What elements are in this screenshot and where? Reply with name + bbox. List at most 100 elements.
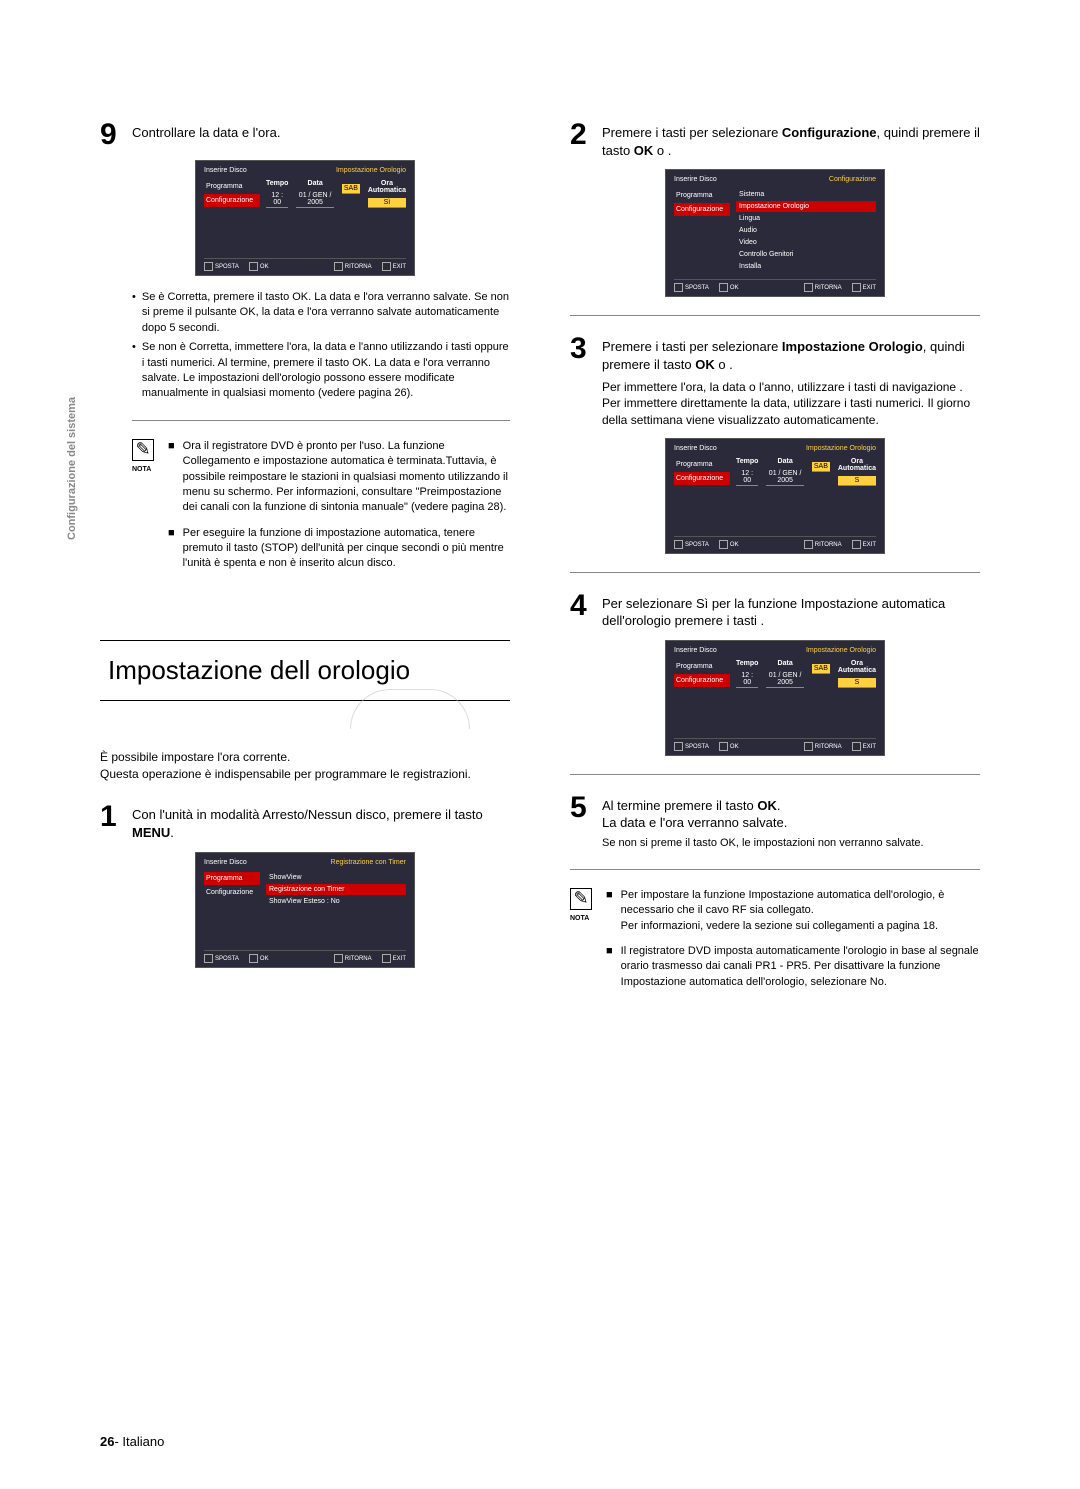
divider	[570, 774, 980, 775]
osd-menu-item: Controllo Genitori	[736, 249, 876, 260]
osd-menu-item: ShowView	[266, 872, 406, 883]
step-number: 9	[100, 120, 124, 150]
osd-footer-btn: EXIT	[852, 742, 876, 751]
osd-col-val: 01 / GEN / 2005	[766, 671, 803, 688]
step-5: 5 Al termine premere il tasto OK. La dat…	[570, 793, 980, 851]
osd-col-val: S	[838, 476, 876, 486]
section-heading-box: Impostazione dell orologio	[100, 622, 510, 719]
disc-decor-icon	[350, 689, 470, 729]
osd-side-item: Configurazione	[204, 194, 260, 207]
osd-footer-btn: SPOSTA	[204, 262, 239, 271]
osd-side-item: Configurazione	[674, 203, 730, 216]
osd-menu-item: ShowView Esteso : No	[266, 896, 406, 907]
left-column: 9 Controllare la data e l'ora. Inserire …	[100, 120, 510, 1012]
bullet-text: Se non è Corretta, immettere l'ora, la d…	[142, 340, 510, 402]
osd-footer-btn: RITORNA	[804, 283, 842, 292]
osd-menu-item: Video	[736, 237, 876, 248]
osd-col-head: Ora Automatica	[368, 180, 406, 194]
osd-side-item: Programma	[674, 660, 730, 673]
square-bullet-icon: ■	[168, 526, 175, 572]
osd-col-val: 12 : 00	[736, 469, 758, 486]
osd-col-head: Data	[766, 660, 803, 667]
osd-screenshot-config: Inserire Disco Configurazione Programma …	[665, 169, 885, 297]
step-4: 4 Per selezionare Sì per la funzione Imp…	[570, 591, 980, 630]
osd-side-item: Programma	[204, 872, 260, 885]
note-text: Per eseguire la funzione di impostazione…	[183, 526, 510, 572]
note-text: Ora il registratore DVD è pronto per l'u…	[183, 439, 510, 516]
osd-screenshot-menu: Inserire Disco Registrazione con Timer P…	[195, 852, 415, 968]
osd-footer-btn: OK	[719, 540, 739, 549]
osd-footer-btn: SPOSTA	[674, 742, 709, 751]
osd-title: Inserire Disco	[674, 176, 717, 183]
osd-footer-btn: OK	[719, 742, 739, 751]
right-column: 2 Premere i tasti per selezionare Config…	[570, 120, 980, 1012]
square-bullet-icon: ■	[606, 944, 613, 990]
step-1: 1 Con l'unità in modalità Arresto/Nessun…	[100, 802, 510, 841]
osd-col-head: Tempo	[266, 180, 288, 187]
osd-footer-btn: EXIT	[852, 283, 876, 292]
divider	[570, 315, 980, 316]
step-text: Premere i tasti per selezionare Impostaz…	[602, 334, 980, 428]
osd-footer-btn: RITORNA	[334, 262, 372, 271]
osd-side-item: Programma	[674, 189, 730, 202]
step-3: 3 Premere i tasti per selezionare Impost…	[570, 334, 980, 428]
step-text: Al termine premere il tasto OK. La data …	[602, 793, 924, 851]
step-text: Per selezionare Sì per la funzione Impos…	[602, 591, 980, 630]
osd-footer-btn: EXIT	[852, 540, 876, 549]
osd-title: Inserire Disco	[674, 445, 717, 452]
bullet-list: •Se è Corretta, premere il tasto OK. La …	[132, 290, 510, 402]
osd-screenshot-clock: Inserire Disco Impostazione Orologio Pro…	[665, 640, 885, 756]
osd-menu-item: Lingua	[736, 213, 876, 224]
osd-footer-btn: RITORNA	[334, 954, 372, 963]
osd-side-item: Configurazione	[204, 886, 260, 899]
osd-col-val: 01 / GEN / 2005	[296, 191, 333, 208]
osd-screenshot-clock: Inserire Disco Impostazione Orologio Pro…	[665, 438, 885, 554]
osd-menu-item: Sistema	[736, 189, 876, 200]
step-number: 1	[100, 802, 124, 841]
osd-subtitle: Impostazione Orologio	[806, 445, 876, 452]
osd-footer-btn: EXIT	[382, 954, 406, 963]
step-number: 3	[570, 334, 594, 428]
osd-col-val: S	[838, 678, 876, 688]
osd-col-val: Sì	[368, 198, 406, 208]
osd-subtitle: Impostazione Orologio	[336, 167, 406, 174]
osd-side-item: Programma	[204, 180, 260, 193]
divider	[570, 572, 980, 573]
note-text: Per impostare la funzione Impostazione a…	[621, 888, 980, 934]
note-label: NOTA	[570, 914, 592, 924]
osd-title: Inserire Disco	[204, 859, 247, 866]
osd-menu-item: Installa	[736, 261, 876, 272]
note-label: NOTA	[132, 465, 154, 475]
note-icon: ✎	[132, 439, 154, 461]
osd-footer-btn: OK	[249, 954, 269, 963]
osd-col-val: SAB	[342, 184, 360, 194]
bullet-marker: •	[132, 340, 136, 402]
divider	[570, 869, 980, 870]
note-block: ✎ NOTA ■Ora il registratore DVD è pronto…	[132, 439, 510, 582]
step-number: 5	[570, 793, 594, 851]
osd-side-item: Programma	[674, 458, 730, 471]
osd-subtitle: Registrazione con Timer	[331, 859, 406, 866]
step-text: Con l'unità in modalità Arresto/Nessun d…	[132, 802, 510, 841]
osd-footer-btn: OK	[719, 283, 739, 292]
osd-footer-btn: SPOSTA	[674, 283, 709, 292]
step-number: 2	[570, 120, 594, 159]
osd-col-val: SAB	[812, 664, 830, 674]
osd-footer-btn: SPOSTA	[204, 954, 239, 963]
osd-col-head: Tempo	[736, 458, 758, 465]
osd-footer-btn: RITORNA	[804, 540, 842, 549]
osd-menu-item: Audio	[736, 225, 876, 236]
step-subtext: Per immettere l'ora, la data o l'anno, u…	[602, 379, 980, 428]
divider	[132, 420, 510, 421]
osd-menu-item: Registrazione con Timer	[266, 884, 406, 895]
step-text: Controllare la data e l'ora.	[132, 120, 280, 150]
osd-subtitle: Configurazione	[829, 176, 876, 183]
step-subtext: Se non si preme il tasto OK, le impostaz…	[602, 836, 924, 851]
page-number: 26	[100, 1434, 114, 1449]
step-9: 9 Controllare la data e l'ora.	[100, 120, 510, 150]
osd-menu-item: Impostazione Orologio	[736, 201, 876, 212]
step-2: 2 Premere i tasti per selezionare Config…	[570, 120, 980, 159]
square-bullet-icon: ■	[168, 439, 175, 516]
bullet-marker: •	[132, 290, 136, 336]
side-section-label: Configurazione del sistema	[66, 397, 78, 540]
